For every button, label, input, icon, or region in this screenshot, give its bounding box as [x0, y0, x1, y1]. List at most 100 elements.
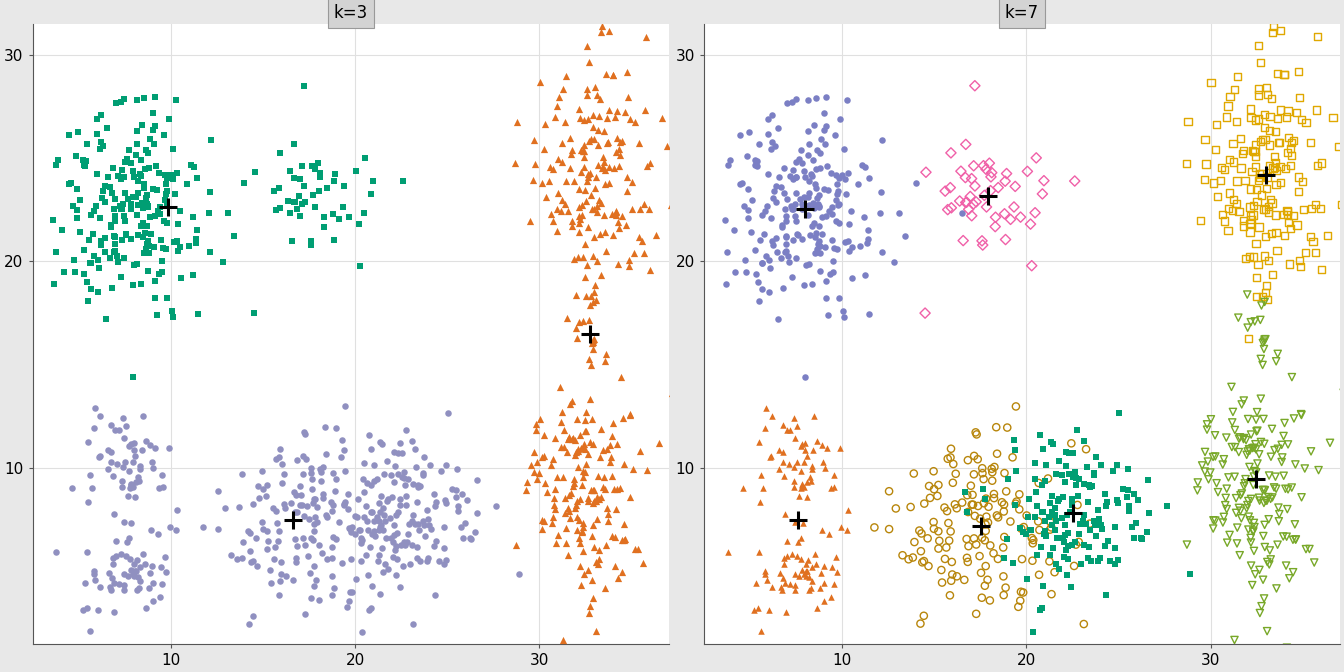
Point: [136, 144, 157, 155]
Point: [564, 450, 586, 460]
Point: [316, 512, 337, 523]
Point: [1004, 444, 1025, 455]
Point: [113, 198, 134, 209]
Point: [118, 465, 140, 476]
Point: [1263, 482, 1285, 493]
Point: [405, 462, 426, 472]
Point: [86, 113, 108, 124]
Point: [780, 425, 801, 435]
Point: [637, 465, 659, 476]
Point: [1223, 157, 1245, 167]
Point: [323, 532, 344, 542]
Point: [144, 91, 165, 102]
Point: [102, 552, 124, 563]
Point: [125, 566, 146, 577]
Point: [941, 202, 962, 213]
Point: [1255, 204, 1277, 214]
Point: [544, 493, 566, 503]
Point: [1021, 533, 1043, 544]
Point: [414, 531, 435, 542]
Point: [915, 167, 937, 177]
Point: [214, 503, 235, 514]
Point: [821, 592, 843, 603]
Point: [1266, 483, 1288, 494]
Point: [1042, 542, 1063, 553]
Point: [1004, 181, 1025, 192]
Point: [1305, 247, 1327, 258]
Point: [1247, 458, 1269, 469]
Point: [582, 110, 603, 120]
Point: [763, 185, 785, 196]
Point: [809, 241, 831, 252]
Point: [1025, 487, 1047, 497]
Point: [841, 273, 863, 284]
Point: [1281, 372, 1302, 382]
Point: [898, 554, 919, 564]
Point: [1016, 574, 1038, 585]
Point: [1218, 204, 1239, 214]
Point: [614, 534, 636, 545]
Point: [267, 590, 289, 601]
Point: [284, 139, 305, 150]
Point: [574, 162, 595, 173]
Point: [1224, 471, 1246, 482]
Point: [383, 476, 405, 487]
Point: [309, 185, 331, 196]
Point: [1261, 93, 1282, 104]
Point: [1253, 204, 1274, 215]
Point: [324, 234, 345, 245]
Point: [555, 538, 577, 549]
Point: [555, 522, 577, 533]
Point: [750, 235, 771, 245]
Point: [567, 462, 589, 472]
Point: [157, 172, 179, 183]
Point: [433, 543, 454, 554]
Point: [993, 208, 1015, 219]
Point: [1243, 521, 1265, 532]
Point: [105, 210, 126, 221]
Point: [285, 490, 306, 501]
Point: [792, 438, 813, 449]
Point: [1275, 532, 1297, 542]
Point: [766, 233, 788, 244]
Point: [817, 185, 839, 196]
Point: [1310, 264, 1332, 275]
Point: [974, 519, 996, 530]
Point: [1068, 474, 1090, 485]
Point: [46, 247, 67, 257]
Point: [556, 503, 578, 513]
Point: [575, 291, 597, 302]
Point: [1195, 159, 1216, 169]
Point: [1250, 136, 1271, 146]
Point: [620, 410, 641, 421]
Point: [144, 211, 165, 222]
Point: [446, 464, 468, 475]
Point: [380, 470, 402, 480]
Point: [559, 490, 581, 501]
Point: [786, 551, 808, 562]
Point: [337, 489, 359, 500]
Point: [325, 534, 347, 545]
Point: [142, 595, 164, 606]
Point: [754, 565, 775, 576]
Point: [1024, 511, 1046, 522]
Point: [1270, 26, 1292, 36]
Point: [1239, 446, 1261, 456]
Point: [185, 233, 207, 244]
Point: [996, 168, 1017, 179]
Point: [723, 224, 745, 235]
Point: [399, 558, 421, 569]
Point: [755, 403, 777, 413]
Point: [1203, 523, 1224, 534]
Point: [290, 499, 312, 510]
Point: [965, 427, 986, 437]
Point: [801, 561, 823, 572]
Point: [142, 578, 164, 589]
Point: [1035, 460, 1056, 471]
Point: [586, 492, 607, 503]
Point: [1249, 222, 1270, 233]
Point: [593, 445, 614, 456]
Point: [988, 182, 1009, 193]
Point: [605, 504, 626, 515]
Point: [294, 608, 316, 619]
